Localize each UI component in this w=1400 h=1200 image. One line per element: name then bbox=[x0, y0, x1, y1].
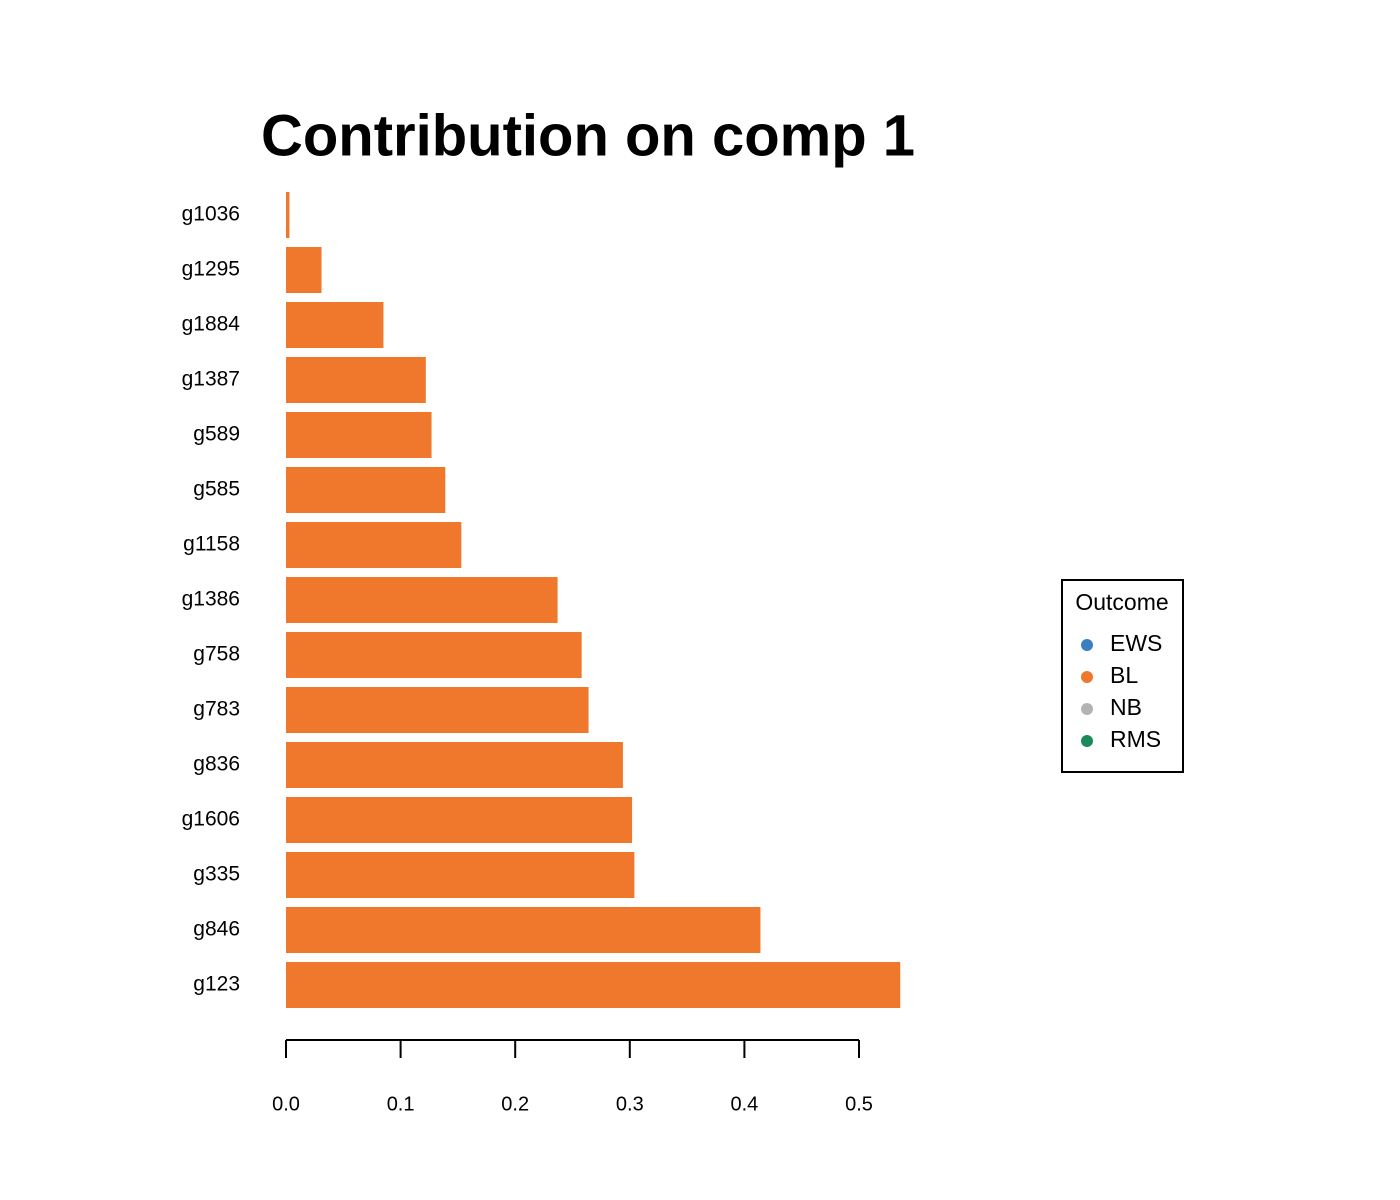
legend-label: NB bbox=[1110, 694, 1142, 720]
bar bbox=[286, 302, 384, 348]
x-tick-label: 0.0 bbox=[272, 1093, 300, 1115]
bar bbox=[286, 687, 589, 733]
legend-label: BL bbox=[1110, 662, 1138, 688]
y-tick-label: g335 bbox=[193, 863, 240, 886]
bar bbox=[286, 962, 901, 1008]
x-tick-label: 0.1 bbox=[387, 1093, 415, 1115]
bar bbox=[286, 412, 432, 458]
bar bbox=[286, 522, 462, 568]
legend-marker bbox=[1081, 703, 1093, 715]
y-tick-label: g783 bbox=[193, 698, 240, 721]
bar bbox=[286, 632, 582, 678]
legend-title: Outcome bbox=[1075, 589, 1168, 615]
y-tick-label: g123 bbox=[193, 973, 240, 996]
bar bbox=[286, 192, 290, 238]
y-tick-label: g1158 bbox=[183, 533, 240, 556]
y-tick-label: g1036 bbox=[182, 203, 240, 226]
y-tick-label: g1295 bbox=[182, 258, 240, 281]
x-tick-label: 0.3 bbox=[616, 1093, 644, 1115]
y-tick-label: g846 bbox=[193, 918, 240, 941]
legend-label: EWS bbox=[1110, 630, 1162, 656]
legend-marker bbox=[1081, 735, 1093, 747]
bar bbox=[286, 467, 446, 513]
bar bbox=[286, 742, 623, 788]
y-tick-label: g1884 bbox=[182, 313, 241, 336]
bar bbox=[286, 577, 558, 623]
bar bbox=[286, 852, 635, 898]
y-tick-label: g836 bbox=[193, 753, 240, 776]
y-tick-label: g758 bbox=[193, 643, 240, 666]
bar bbox=[286, 247, 322, 293]
x-tick-label: 0.4 bbox=[730, 1093, 758, 1115]
bar bbox=[286, 357, 426, 403]
y-tick-label: g1387 bbox=[182, 368, 240, 391]
y-tick-label: g1386 bbox=[182, 588, 240, 611]
y-tick-label: g585 bbox=[193, 478, 240, 501]
chart-title: Contribution on comp 1 bbox=[261, 103, 915, 168]
x-tick-label: 0.2 bbox=[501, 1093, 529, 1115]
bar bbox=[286, 797, 633, 843]
legend-marker bbox=[1081, 671, 1093, 683]
y-tick-label: g1606 bbox=[182, 808, 240, 831]
legend-box bbox=[1061, 579, 1184, 773]
bar bbox=[286, 907, 761, 953]
y-tick-label: g589 bbox=[193, 423, 240, 446]
legend-marker bbox=[1081, 639, 1093, 651]
x-tick-label: 0.5 bbox=[845, 1093, 873, 1115]
legend-label: RMS bbox=[1110, 726, 1161, 752]
